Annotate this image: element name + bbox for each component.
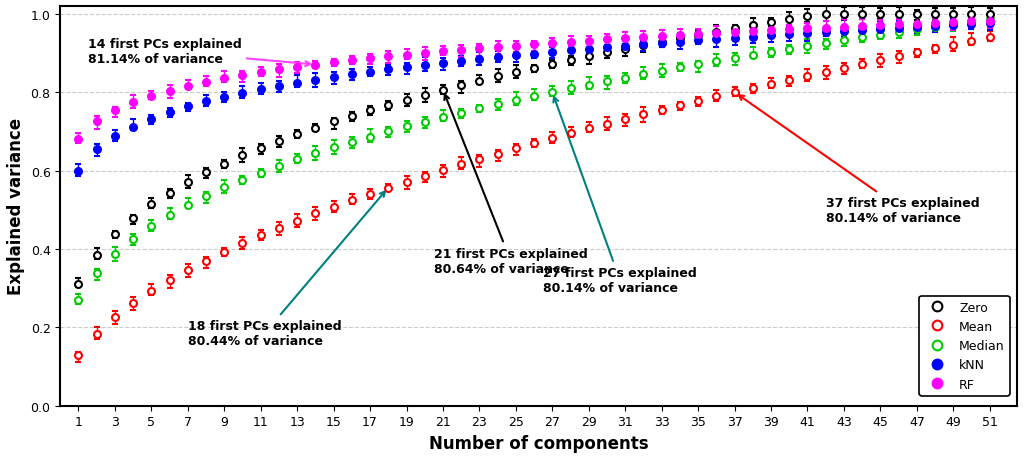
X-axis label: Number of components: Number of components [429, 434, 648, 452]
Text: 27 first PCs explained
80.14% of variance: 27 first PCs explained 80.14% of varianc… [543, 98, 697, 295]
Text: 21 first PCs explained
80.64% of variance: 21 first PCs explained 80.64% of varianc… [434, 95, 588, 275]
Legend: Zero, Mean, Median, kNN, RF: Zero, Mean, Median, kNN, RF [920, 296, 1010, 396]
Text: 37 first PCs explained
80.14% of variance: 37 first PCs explained 80.14% of varianc… [738, 96, 979, 224]
Text: 18 first PCs explained
80.44% of variance: 18 first PCs explained 80.44% of varianc… [187, 192, 385, 347]
Text: 14 first PCs explained
81.14% of variance: 14 first PCs explained 81.14% of varianc… [88, 38, 310, 67]
Y-axis label: Explained variance: Explained variance [7, 118, 25, 295]
